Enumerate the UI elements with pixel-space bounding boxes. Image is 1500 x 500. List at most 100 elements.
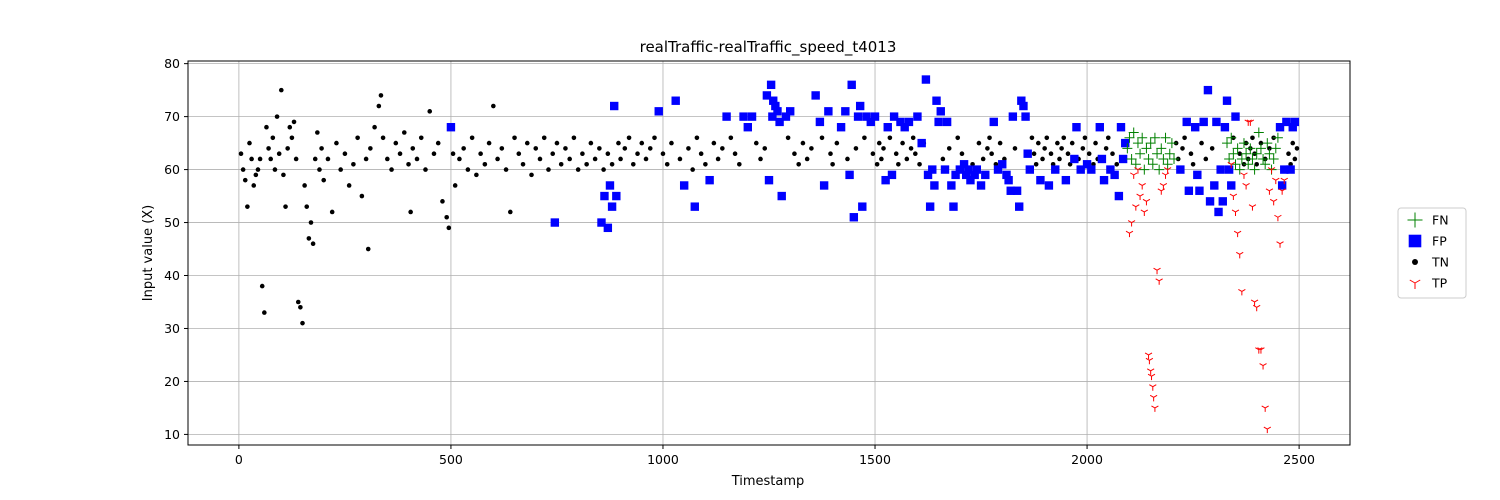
point-fp xyxy=(612,191,621,201)
point-fn xyxy=(1262,138,1273,149)
point-tn xyxy=(1061,135,1067,141)
point-fp xyxy=(1099,175,1109,185)
point-fp xyxy=(883,123,892,132)
point-fp xyxy=(1004,175,1013,185)
point-tn xyxy=(262,310,267,315)
point-fn xyxy=(1228,148,1239,159)
point-tn xyxy=(325,156,331,162)
point-fp xyxy=(1212,117,1221,127)
point-tn xyxy=(1055,140,1060,146)
legend-marker-fp xyxy=(1408,234,1422,248)
point-tn xyxy=(295,299,301,305)
point-tn xyxy=(580,151,585,156)
point-tp xyxy=(1227,161,1235,169)
point-fn xyxy=(1122,143,1133,154)
point-tn xyxy=(418,135,424,141)
x-tick-label: 2000 xyxy=(1071,452,1103,467)
point-tp xyxy=(1242,183,1250,190)
point-tp xyxy=(1263,426,1272,434)
point-fn xyxy=(1234,164,1245,175)
point-fp xyxy=(1106,165,1115,174)
point-fp xyxy=(841,107,850,116)
point-fp xyxy=(769,96,778,105)
point-fn xyxy=(1156,143,1167,154)
point-tn xyxy=(1093,140,1098,146)
point-fp xyxy=(1282,117,1291,127)
point-tn xyxy=(1059,146,1064,151)
point-tp xyxy=(1240,172,1248,179)
point-tp xyxy=(1257,347,1265,354)
point-tn xyxy=(1203,156,1209,162)
point-tn xyxy=(879,156,884,162)
y-tick-label: 10 xyxy=(164,427,180,442)
point-tn xyxy=(346,183,352,188)
point-tn xyxy=(465,167,471,172)
point-fp xyxy=(1082,160,1092,169)
point-fp xyxy=(917,138,926,148)
point-fp xyxy=(1044,181,1054,190)
point-fp xyxy=(671,96,680,105)
point-tn xyxy=(940,156,946,162)
point-tn xyxy=(537,156,543,162)
point-tn xyxy=(588,140,594,146)
point-tp xyxy=(1146,368,1155,375)
x-tick-label: 500 xyxy=(439,452,463,467)
point-tp xyxy=(1147,373,1156,381)
point-fp xyxy=(654,107,663,116)
point-tn xyxy=(274,114,280,119)
point-fp xyxy=(1008,112,1018,121)
point-fp xyxy=(690,202,699,211)
point-fp xyxy=(610,101,619,111)
point-tn xyxy=(503,167,509,172)
point-fp xyxy=(739,112,748,121)
x-axis: 0 500 1000 1500 2000 2500 xyxy=(235,445,1315,467)
legend: FN FP TN TP xyxy=(1397,207,1467,299)
point-fp xyxy=(1275,123,1285,132)
point-fn xyxy=(1260,159,1271,170)
point-fp xyxy=(959,160,969,169)
point-tn xyxy=(359,193,365,199)
point-fp xyxy=(889,112,899,121)
point-fn xyxy=(1160,132,1171,143)
point-fp xyxy=(1222,96,1232,105)
point-tp xyxy=(1149,384,1157,391)
series-tp xyxy=(1125,119,1288,434)
point-fp xyxy=(605,181,615,190)
point-fp xyxy=(1051,165,1060,174)
point-fp xyxy=(976,181,986,190)
point-tp xyxy=(1269,198,1278,206)
point-fn xyxy=(1132,138,1143,149)
point-tn xyxy=(1237,151,1243,156)
point-tn xyxy=(319,146,324,151)
point-tn xyxy=(342,151,348,156)
point-tn xyxy=(917,161,922,167)
point-tp xyxy=(1229,193,1238,201)
point-tn xyxy=(664,161,670,167)
point-tn xyxy=(446,225,452,231)
point-tn xyxy=(329,209,335,215)
point-fp xyxy=(881,175,890,185)
point-tn xyxy=(410,146,416,151)
point-fp xyxy=(1017,96,1026,105)
point-tn xyxy=(703,161,708,167)
point-tn xyxy=(474,172,479,178)
point-tp xyxy=(1125,230,1134,238)
legend-box xyxy=(1397,207,1467,299)
point-tn xyxy=(281,172,286,178)
point-tn xyxy=(423,167,428,172)
point-tn xyxy=(469,135,475,141)
point-tp xyxy=(1231,209,1240,216)
point-tn xyxy=(393,140,399,146)
point-tn xyxy=(1114,161,1120,167)
point-fp xyxy=(921,75,931,84)
point-fn xyxy=(1143,153,1154,164)
point-fp xyxy=(1110,170,1119,180)
point-tn xyxy=(461,146,466,151)
point-tn xyxy=(1182,135,1187,141)
point-fn xyxy=(1232,143,1243,154)
point-fp xyxy=(951,170,960,180)
point-fn xyxy=(1236,153,1247,164)
point-tp xyxy=(1274,214,1282,222)
point-tn xyxy=(643,156,649,162)
